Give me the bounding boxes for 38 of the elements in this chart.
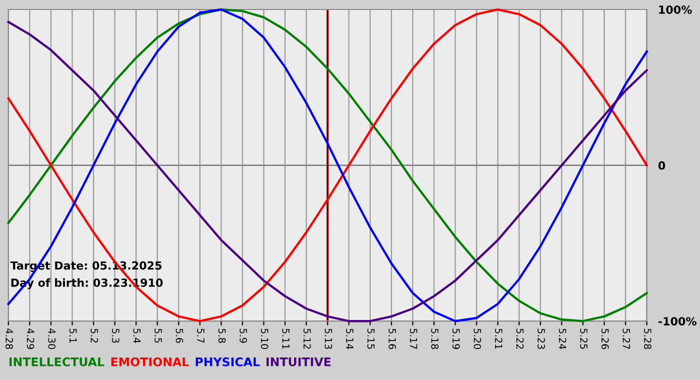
x-tick-label: 5.10 (260, 328, 268, 350)
x-tick-label: 5.8 (218, 328, 226, 343)
x-tick-label: 5.15 (367, 328, 375, 349)
x-tick-label: 5.16 (388, 328, 396, 350)
y-tick-label: 0 (658, 161, 666, 170)
x-tick-label: 5.25 (580, 328, 588, 349)
x-tick-label: 5.18 (431, 328, 439, 350)
x-tick-label: 5.23 (538, 328, 545, 349)
text: EMOTIONAL (111, 357, 189, 366)
y-tick-label: 100% (659, 5, 692, 14)
text: INTELLECTUAL (9, 357, 104, 366)
x-tick-label: 5.2 (90, 328, 98, 343)
x-tick-label: 4.29 (26, 328, 34, 350)
text: PHYSICAL (196, 357, 260, 366)
x-tick-label: 5.1 (69, 328, 77, 343)
x-tick-label: 5.24 (558, 328, 566, 350)
x-tick-label: 5.9 (240, 328, 248, 343)
x-tick-label: 5.6 (176, 328, 184, 343)
x-tick-label: 5.5 (154, 328, 162, 343)
x-tick-label: 5.20 (474, 328, 482, 350)
y-tick-label: -100% (658, 317, 696, 326)
x-tick-label: 5.14 (346, 328, 354, 350)
x-tick-label: 5.22 (516, 328, 524, 349)
x-tick-label: 5.28 (644, 328, 652, 350)
x-tick-label: 5.7 (197, 328, 204, 343)
x-tick-label: 5.13 (324, 328, 332, 349)
x-tick-label: 5.4 (133, 328, 140, 343)
x-tick-label: 5.12 (304, 328, 311, 349)
x-tick-label: 4.30 (48, 328, 56, 350)
x-tick-label: 5.17 (410, 328, 418, 349)
x-tick-label: 5.27 (622, 328, 630, 349)
x-tick-label: 5.19 (452, 328, 460, 350)
x-tick-label: 4.28 (6, 328, 13, 350)
x-tick-label: 5.11 (282, 328, 290, 349)
x-tick-label: 5.26 (601, 328, 609, 350)
x-tick-label: 5.21 (495, 328, 502, 349)
text: INTUITIVE (266, 358, 331, 366)
x-tick-label: 5.3 (112, 328, 120, 343)
